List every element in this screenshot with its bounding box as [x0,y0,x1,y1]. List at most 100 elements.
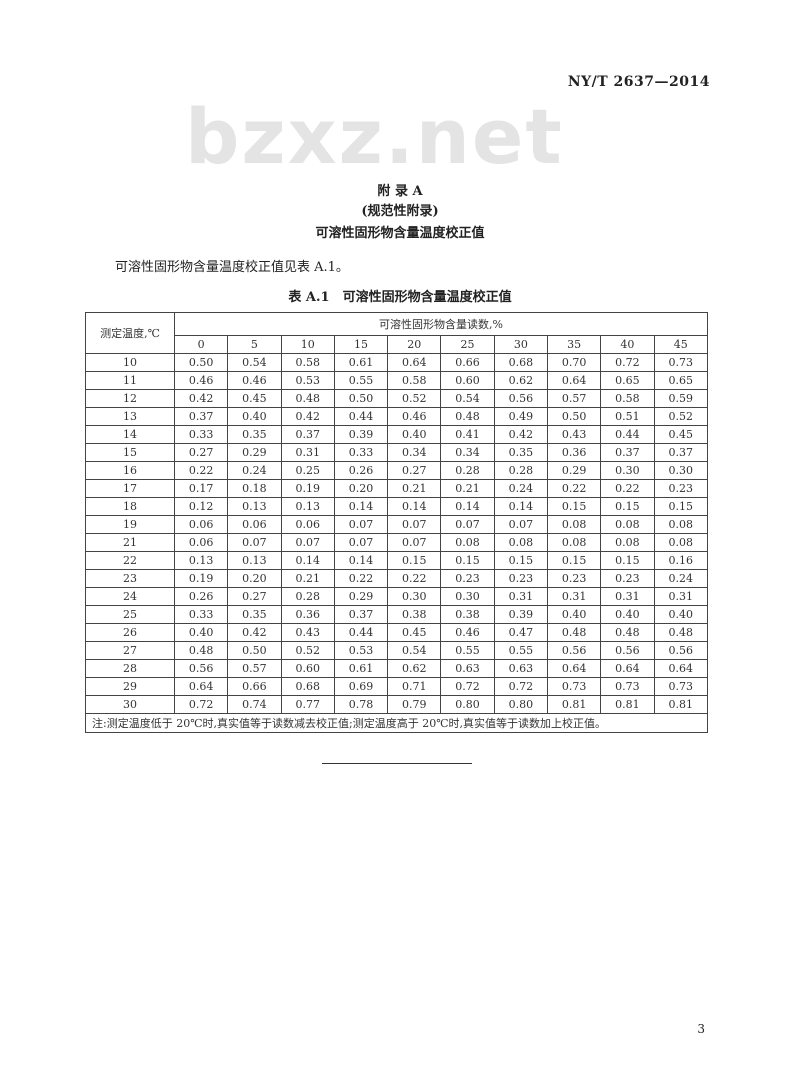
page-number: 3 [697,1022,705,1036]
value-cell: 0.22 [387,569,442,588]
value-cell: 0.80 [493,695,548,714]
value-cell: 0.23 [600,569,655,588]
value-cell: 0.70 [546,353,602,372]
value-cell: 0.37 [600,443,655,462]
value-cell: 0.08 [546,533,602,552]
value-cell: 0.34 [440,443,495,462]
value-cell: 0.55 [493,641,548,660]
table-row: 12 0.42 0.45 0.48 0.50 0.52 0.54 0.56 0.57 0.58 0.… [85,389,709,408]
value-cell: 0.21 [280,569,335,588]
value-cell: 0.27 [173,443,229,462]
value-cell: 0.50 [227,641,282,660]
table-row: 25 0.33 0.35 0.36 0.37 0.38 0.38 0.39 0.40 0.40 0.… [85,605,709,624]
value-cell: 0.20 [227,569,282,588]
value-cell: 0.14 [493,497,548,516]
value-cell: 0.56 [173,659,229,678]
value-cell: 0.14 [333,497,389,516]
value-cell: 0.54 [440,389,495,408]
value-cell: 0.35 [227,425,282,444]
value-cell: 0.07 [227,533,282,552]
intro-text: 可溶性固形物含量温度校正值见表 A.1。 [115,260,349,275]
table-row: 21 0.06 0.07 0.07 0.07 0.07 0.08 0.08 0.08 0.08 0.… [85,533,709,552]
value-cell: 0.33 [173,425,229,444]
value-cell: 0.07 [333,533,389,552]
temperature-cell: 15 [85,443,175,462]
value-cell: 0.17 [173,479,229,498]
value-cell: 0.57 [546,389,602,408]
value-cell: 0.60 [440,371,495,390]
value-cell: 0.63 [493,659,548,678]
value-cell: 0.07 [333,515,389,534]
value-cell: 0.30 [387,587,442,606]
value-cell: 0.24 [493,479,548,498]
value-cell: 0.72 [493,677,548,696]
table-row: 27 0.48 0.50 0.52 0.53 0.54 0.55 0.55 0.56 0.56 0.… [85,641,709,660]
value-cell: 0.06 [227,515,282,534]
value-cell: 0.36 [546,443,602,462]
value-cell: 0.26 [333,461,389,480]
value-cell: 0.38 [387,605,442,624]
value-cell: 0.27 [227,587,282,606]
value-cell: 0.08 [493,533,548,552]
value-cell: 0.12 [173,497,229,516]
temperature-cell: 29 [85,677,175,696]
value-cell: 0.22 [173,461,229,480]
value-cell: 0.42 [173,389,229,408]
value-cell: 0.14 [280,551,335,570]
value-cell: 0.34 [387,443,442,462]
value-cell: 0.13 [280,497,335,516]
value-cell: 0.31 [600,587,655,606]
value-cell: 0.54 [387,641,442,660]
value-cell: 0.33 [333,443,389,462]
value-cell: 0.48 [440,407,495,426]
column-header: 0 [173,335,229,354]
temperature-cell: 26 [85,623,175,642]
value-cell: 0.08 [600,533,655,552]
table-row: 30 0.72 0.74 0.77 0.78 0.79 0.80 0.80 0.81 0.81 0.… [85,695,709,714]
table-row: 19 0.06 0.06 0.06 0.07 0.07 0.07 0.07 0.08 0.08 0.… [85,515,709,534]
value-cell: 0.72 [440,677,495,696]
value-cell: 0.43 [546,425,602,444]
value-cell: 0.14 [333,551,389,570]
value-cell: 0.62 [387,659,442,678]
value-cell: 0.46 [173,371,229,390]
value-cell: 0.56 [493,389,548,408]
value-cell: 0.15 [600,497,655,516]
value-cell: 0.48 [600,623,655,642]
temperature-cell: 22 [85,551,175,570]
value-cell: 0.37 [280,425,335,444]
column-group-header: 可溶性固形物含量读数,% [174,312,708,336]
value-cell: 0.06 [173,533,229,552]
value-cell: 0.30 [600,461,655,480]
value-cell: 0.23 [440,569,495,588]
value-cell: 0.43 [280,623,335,642]
value-cell: 0.79 [387,695,442,714]
temperature-cell: 23 [85,569,175,588]
value-cell: 0.37 [653,443,709,462]
column-header: 30 [493,335,548,354]
value-cell: 0.08 [653,533,709,552]
end-rule [322,763,472,764]
value-cell: 0.08 [653,515,709,534]
value-cell: 0.18 [227,479,282,498]
value-cell: 0.08 [546,515,602,534]
table-row: 18 0.12 0.13 0.13 0.14 0.14 0.14 0.14 0.15 0.15 0.… [85,497,709,516]
value-cell: 0.45 [227,389,282,408]
value-cell: 0.56 [600,641,655,660]
value-cell: 0.13 [173,551,229,570]
value-cell: 0.71 [387,677,442,696]
value-cell: 0.73 [600,677,655,696]
table-row: 14 0.33 0.35 0.37 0.39 0.40 0.41 0.42 0.43 0.44 0.… [85,425,709,444]
value-cell: 0.48 [173,641,229,660]
value-cell: 0.07 [280,533,335,552]
table-row: 24 0.26 0.27 0.28 0.29 0.30 0.30 0.31 0.31 0.31 0.… [85,587,709,606]
temperature-cell: 28 [85,659,175,678]
table-row: 16 0.22 0.24 0.25 0.26 0.27 0.28 0.28 0.29 0.30 0.… [85,461,709,480]
value-cell: 0.50 [173,353,229,372]
value-cell: 0.52 [653,407,709,426]
temperature-cell: 24 [85,587,175,606]
value-cell: 0.29 [333,587,389,606]
value-cell: 0.24 [653,569,709,588]
value-cell: 0.64 [173,677,229,696]
value-cell: 0.24 [227,461,282,480]
